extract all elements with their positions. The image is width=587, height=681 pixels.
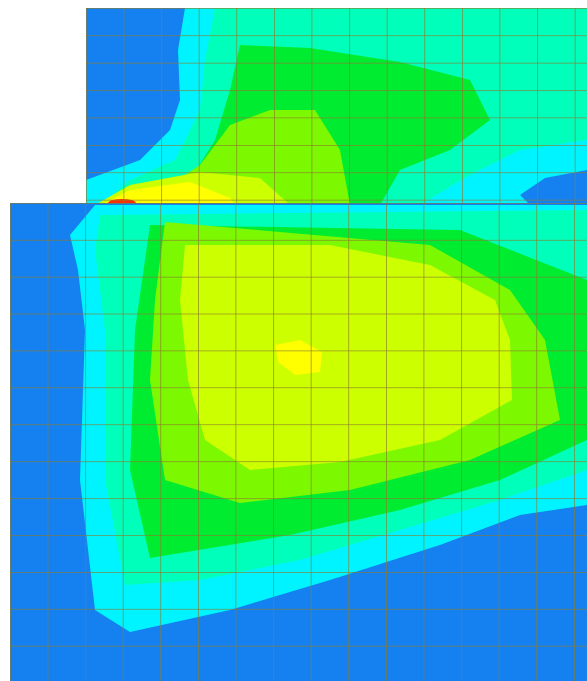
upper-block <box>86 8 587 205</box>
mesh-grid <box>10 203 587 681</box>
mesh-grid <box>86 8 587 205</box>
lower-block <box>10 203 587 681</box>
